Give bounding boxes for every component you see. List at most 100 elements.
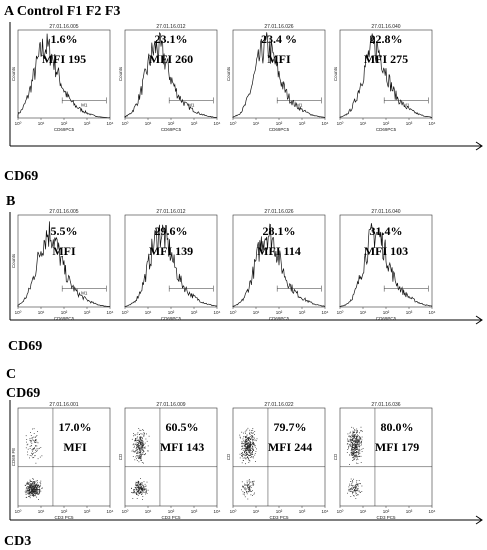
event-dot [252,446,254,447]
event-dot [31,488,33,490]
event-dot [354,452,356,453]
event-dot [247,448,249,450]
event-dot [244,494,245,496]
event-dot [32,439,34,441]
event-dot [142,452,144,453]
event-dot [359,449,361,451]
event-dot [360,455,362,457]
event-dot [32,428,33,430]
event-dot [349,435,351,437]
histogram-line [339,223,433,307]
event-dot [352,489,353,490]
event-dot [353,478,354,480]
event-dot [246,453,248,455]
event-dot [247,485,248,487]
event-dot [135,489,137,491]
event-dot [359,451,361,453]
event-dot [355,491,357,493]
event-dot [142,489,144,491]
plot-a-3: 27.01.16.026 10⁰ 10¹ 10² 10³ 10⁴ CD69PC5 Counts… [226,24,329,132]
event-dot [253,439,254,441]
event-dot [143,450,145,452]
x-tick-label: 10⁰ [15,310,22,315]
event-dot [252,449,254,450]
event-dot [136,437,138,439]
event-dot [243,440,244,442]
event-dot [242,487,244,489]
event-dot [355,442,356,444]
event-dot [250,481,252,483]
event-dot [349,432,351,434]
event-dot [138,447,140,449]
event-dot [139,491,141,493]
event-dot [247,438,249,439]
event-dot [244,487,246,489]
event-dot [358,483,359,485]
event-dot [32,494,34,496]
event-dot [33,440,35,442]
event-dot [256,448,257,450]
event-dot [248,491,250,493]
event-dot [139,457,141,458]
event-dot [29,455,31,456]
event-dot [250,485,252,486]
x-tick-label: 10³ [299,310,306,315]
event-dot [352,485,354,487]
event-dot [357,451,359,453]
event-dot [39,447,40,449]
event-dot [244,431,246,433]
event-dot [132,449,134,451]
event-dot [245,449,247,450]
event-dot [136,447,137,449]
event-dot [139,458,141,459]
event-dot [135,485,137,486]
event-dot [247,486,249,488]
event-dot [361,441,362,442]
event-dot [140,489,142,490]
event-dot [137,491,138,493]
event-dot [247,439,249,440]
event-dot [137,447,139,449]
event-dot [255,440,257,442]
event-dot [358,443,360,445]
event-dot [138,448,140,450]
event-dot [355,432,357,434]
panel-c-axis-label: CD3 [4,534,31,549]
event-dot [250,441,251,443]
event-dot [252,485,254,486]
event-dot [251,432,253,434]
event-dot [134,451,135,453]
event-dot [29,487,31,489]
event-dot [133,490,135,491]
event-dot [33,484,35,486]
percent-label: 1.6% [51,32,78,46]
event-dot [243,486,244,487]
event-dot [30,491,32,493]
event-dot [34,455,36,457]
event-dot [135,456,137,458]
event-dot [39,489,41,490]
event-dot [138,488,140,490]
event-dot [353,490,354,492]
event-dot [42,487,43,489]
event-dot [37,431,38,432]
plot-header: 27.01.16.040 [371,209,400,215]
event-dot [249,436,251,437]
event-dot [33,491,35,493]
event-dot [351,449,352,451]
plot-header: 27.01.16.009 [156,402,185,408]
event-dot [359,442,361,444]
event-dot [141,482,143,484]
event-dot [352,480,353,481]
event-dot [360,442,362,444]
event-dot [134,450,136,452]
event-dot [32,483,33,484]
event-dot [140,459,142,461]
x-tick-label: 10⁰ [230,509,237,514]
event-dot [140,456,142,458]
event-dot [359,490,360,492]
event-dot [247,438,249,440]
event-dot [249,433,251,435]
x-tick-label: 10¹ [145,121,152,126]
event-dot [27,443,29,445]
